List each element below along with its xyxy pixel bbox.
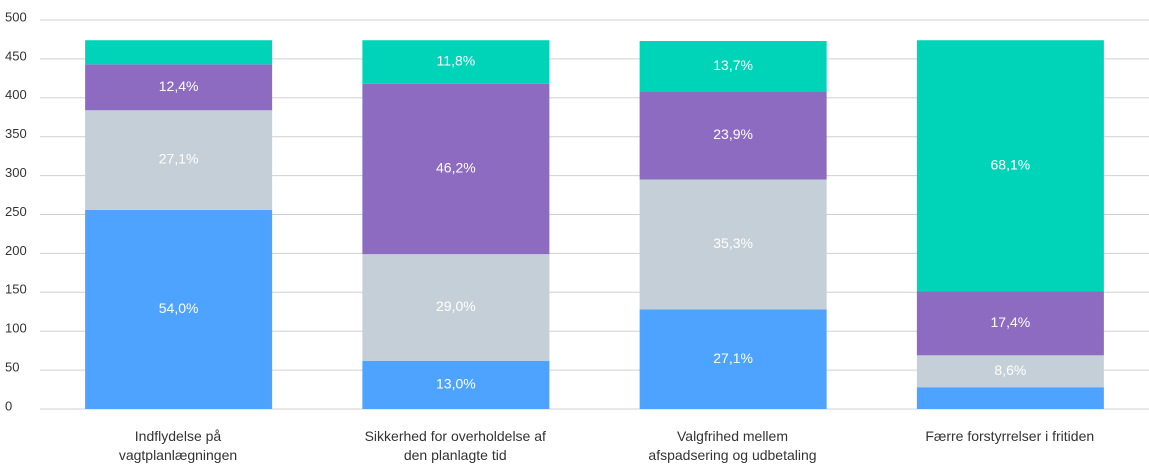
- y-tick-label: 500: [5, 9, 27, 24]
- value-label: 46,2%: [436, 160, 476, 176]
- value-label: 13,0%: [436, 376, 476, 392]
- bar-segment: [916, 387, 1104, 409]
- value-label: 68,1%: [991, 157, 1031, 173]
- x-tick-label: Indflydelse på vagtplanlægningen: [118, 428, 238, 463]
- bar-segment: [639, 91, 827, 180]
- bar-segment: [639, 309, 827, 409]
- bar-segment: [916, 291, 1104, 356]
- bar-segment: [85, 209, 273, 409]
- y-tick-label: 100: [5, 321, 27, 336]
- bar-segment: [362, 40, 550, 84]
- y-tick-label: 450: [5, 48, 27, 63]
- y-tick-label: 300: [5, 165, 27, 180]
- bar-segment: [916, 40, 1104, 292]
- bar-segment: [362, 254, 550, 361]
- y-tick-label: 50: [5, 360, 19, 375]
- y-tick-label: 0: [5, 398, 12, 413]
- y-tick-label: 250: [5, 204, 27, 219]
- bar-segment: [85, 110, 273, 210]
- value-label: 12,4%: [159, 78, 199, 94]
- bar-segment: [362, 83, 550, 255]
- x-tick-label: Færre forstyrrelser i fritiden: [925, 428, 1095, 444]
- value-label: 13,7%: [713, 57, 753, 73]
- bar-segment: [85, 40, 273, 65]
- bar-segment: [639, 179, 827, 310]
- y-tick-label: 150: [5, 282, 27, 297]
- x-tick-label: Sikkerhed for overholdelse af den planla…: [364, 428, 546, 463]
- value-label: 8,6%: [994, 362, 1026, 378]
- bar-segment: [362, 360, 550, 409]
- value-label: 23,9%: [713, 126, 753, 142]
- bar-segment: [916, 355, 1104, 388]
- bar-segment: [639, 41, 827, 92]
- value-label: 17,4%: [991, 314, 1031, 330]
- y-tick-label: 200: [5, 243, 27, 258]
- value-label: 27,1%: [713, 350, 753, 366]
- value-label: 35,3%: [713, 235, 753, 251]
- value-label: 27,1%: [159, 151, 199, 167]
- value-label: 54,0%: [159, 300, 199, 316]
- y-tick-label: 400: [5, 87, 27, 102]
- x-tick-label: Valgfrihed mellem afspadsering og udbeta…: [648, 428, 817, 463]
- value-label: 29,0%: [436, 298, 476, 314]
- y-tick-label: 350: [5, 126, 27, 141]
- bar-segment: [85, 64, 273, 111]
- value-label: 11,8%: [437, 53, 476, 69]
